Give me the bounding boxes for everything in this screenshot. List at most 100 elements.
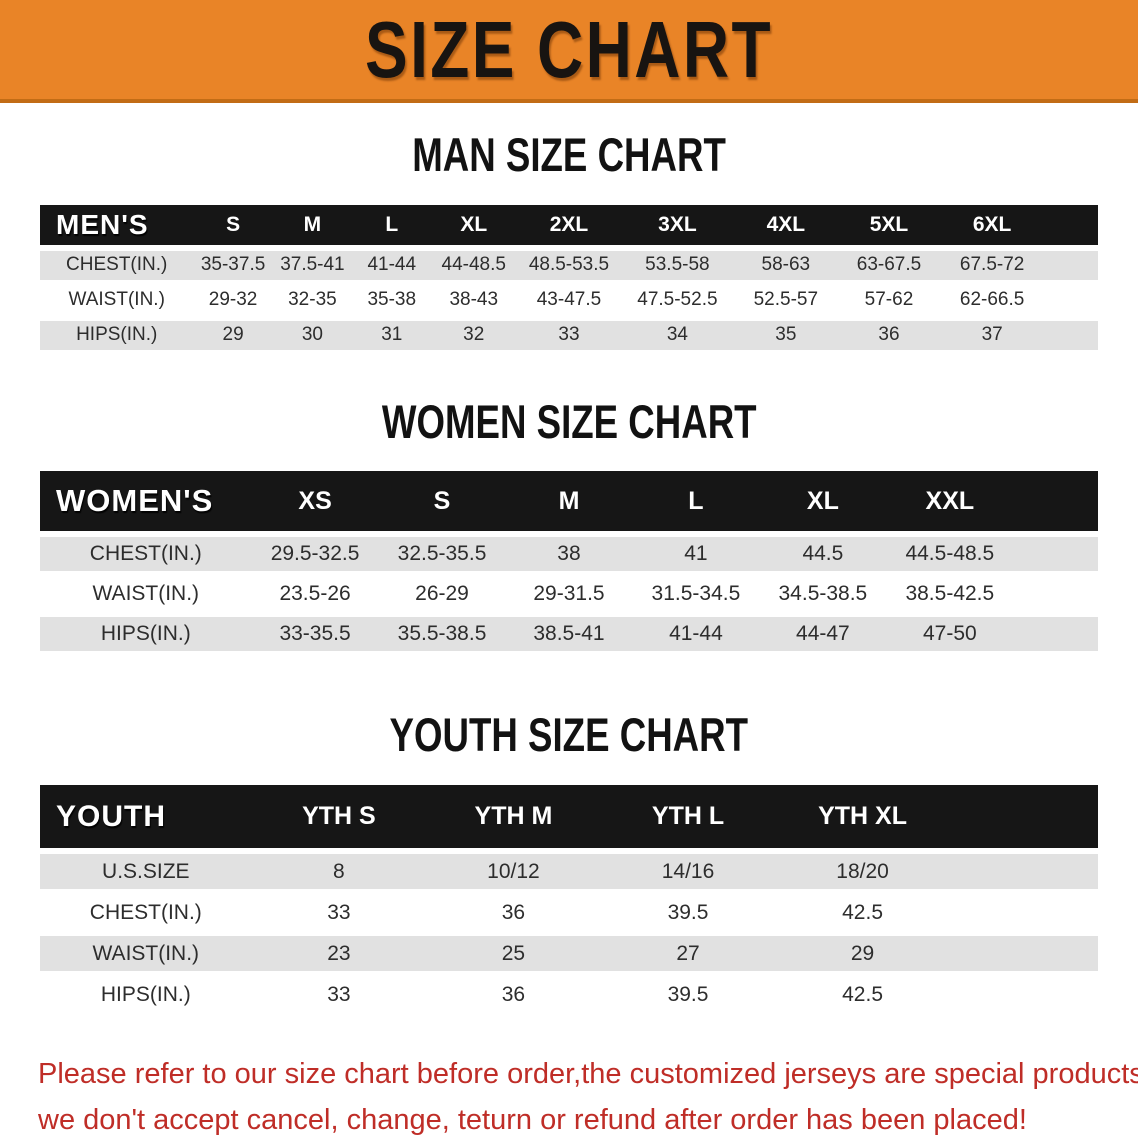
- table-title-cell: MEN'S: [40, 204, 194, 245]
- women-section-heading: WOMEN SIZE CHART: [0, 394, 1138, 448]
- size-cell: 23.5-26: [251, 577, 379, 612]
- size-cell: 14/16: [600, 854, 776, 890]
- column-header: 6XL: [939, 204, 1046, 245]
- row-label: CHEST(IN.): [40, 250, 194, 280]
- disclaimer-line-2: we don't accept cancel, change, teturn o…: [38, 1103, 1027, 1136]
- size-cell: 47-50: [886, 617, 1014, 652]
- section-youth: YOUTH SIZE CHART YOUTH YTH S YTH M YTH L YTH…: [0, 709, 1138, 1018]
- row-label: HIPS(IN.): [40, 320, 194, 350]
- table-header-row: MEN'S S M L XL 2XL 3XL 4XL 5XL 6XL: [40, 204, 1098, 245]
- size-cell: 34.5-38.5: [759, 577, 887, 612]
- size-cell: 38-43: [431, 285, 517, 315]
- disclaimer-line-1: Please refer to our size chart before or…: [38, 1058, 1138, 1091]
- table-row: HIPS(IN.) 33-35.5 35.5-38.5 38.5-41 41-44 44-…: [40, 617, 1098, 652]
- column-header: 2XL: [516, 204, 622, 245]
- size-cell: 42.5: [775, 977, 950, 1013]
- size-cell: 32-35: [272, 285, 353, 315]
- row-spacer-cell: [949, 977, 1098, 1013]
- column-header: M: [505, 471, 633, 532]
- table-header-row: WOMEN'S XS S M L XL XXL: [40, 471, 1098, 532]
- size-cell: 43-47.5: [516, 285, 622, 315]
- size-cell: 33: [251, 895, 427, 931]
- size-cell: 62-66.5: [939, 285, 1046, 315]
- size-cell: 38.5-42.5: [886, 577, 1014, 612]
- column-header: M: [272, 204, 353, 245]
- size-cell: 23: [251, 936, 427, 972]
- disclaimer: Please refer to our size chart before or…: [38, 1052, 1138, 1144]
- youth-size-table: YOUTH YTH S YTH M YTH L YTH XL U.S.SIZE 8 10/12…: [40, 779, 1098, 1018]
- column-header: S: [378, 471, 506, 532]
- size-cell: 29-32: [193, 285, 273, 315]
- size-cell: 33: [251, 977, 427, 1013]
- size-cell: 29: [775, 936, 950, 972]
- size-cell: 29.5-32.5: [251, 537, 379, 572]
- column-header: XL: [431, 204, 517, 245]
- size-cell: 35: [732, 320, 839, 350]
- row-label: HIPS(IN.): [40, 977, 252, 1013]
- header-spacer-cell: [1013, 471, 1098, 532]
- row-label: U.S.SIZE: [40, 854, 252, 890]
- column-header: 3XL: [621, 204, 733, 245]
- size-cell: 39.5: [600, 895, 776, 931]
- size-cell: 8: [251, 854, 427, 890]
- women-section-heading-text: WOMEN SIZE CHART: [381, 394, 757, 448]
- row-spacer-cell: [1013, 537, 1098, 572]
- column-header: 4XL: [732, 204, 839, 245]
- size-cell: 57-62: [838, 285, 940, 315]
- table-row: HIPS(IN.) 29 30 31 32 33 34 35 36 37: [40, 320, 1098, 350]
- size-cell: 36: [426, 977, 601, 1013]
- table-title-cell: WOMEN'S: [40, 471, 252, 532]
- size-cell: 35-38: [352, 285, 432, 315]
- column-header: XL: [759, 471, 887, 532]
- table-row: CHEST(IN.) 33 36 39.5 42.5: [40, 895, 1098, 931]
- size-cell: 37: [939, 320, 1046, 350]
- row-spacer-cell: [949, 895, 1098, 931]
- men-section-heading-text: MAN SIZE CHART: [412, 128, 726, 181]
- table-row: WAIST(IN.) 23 25 27 29: [40, 936, 1098, 972]
- header-spacer-cell: [949, 785, 1098, 849]
- size-cell: 33: [516, 320, 622, 350]
- size-cell: 34: [621, 320, 733, 350]
- banner-title: SIZE CHART: [365, 4, 773, 94]
- size-cell: 58-63: [732, 250, 839, 280]
- size-cell: 36: [838, 320, 940, 350]
- size-cell: 44.5: [759, 537, 887, 572]
- size-cell: 52.5-57: [732, 285, 839, 315]
- row-spacer-cell: [1013, 617, 1098, 652]
- size-cell: 41: [632, 537, 760, 572]
- column-header: L: [352, 204, 432, 245]
- table-row: CHEST(IN.) 35-37.5 37.5-41 41-44 44-48.5 48.5…: [40, 250, 1098, 280]
- size-cell: 53.5-58: [621, 250, 733, 280]
- section-men: MAN SIZE CHART MEN'S S M L XL 2XL 3XL 4XL 5XL 6XL…: [0, 129, 1138, 356]
- row-spacer-cell: [1045, 320, 1098, 350]
- table-row: WAIST(IN.) 23.5-26 26-29 29-31.5 31.5-34.5 34…: [40, 577, 1098, 612]
- size-cell: 32.5-35.5: [378, 537, 506, 572]
- column-header: XXL: [886, 471, 1014, 532]
- row-spacer-cell: [949, 936, 1098, 972]
- size-cell: 33-35.5: [251, 617, 379, 652]
- size-cell: 41-44: [632, 617, 760, 652]
- size-cell: 10/12: [426, 854, 601, 890]
- column-header: 5XL: [838, 204, 940, 245]
- size-cell: 26-29: [378, 577, 506, 612]
- size-cell: 31: [352, 320, 432, 350]
- women-size-table: WOMEN'S XS S M L XL XXL CHEST(IN.) 29.5-32.5 32.5…: [40, 465, 1098, 657]
- section-women: WOMEN SIZE CHART WOMEN'S XS S M L XL XXL CHEST(…: [0, 394, 1138, 658]
- size-cell: 29-31.5: [505, 577, 633, 612]
- column-header: YTH S: [251, 785, 427, 849]
- row-label: WAIST(IN.): [40, 577, 252, 612]
- size-cell: 67.5-72: [939, 250, 1046, 280]
- header-spacer-cell: [1045, 204, 1098, 245]
- size-cell: 42.5: [775, 895, 950, 931]
- men-section-heading: MAN SIZE CHART: [0, 129, 1138, 181]
- column-header: XS: [251, 471, 379, 532]
- size-cell: 31.5-34.5: [632, 577, 760, 612]
- youth-section-heading: YOUTH SIZE CHART: [0, 709, 1138, 761]
- size-cell: 35.5-38.5: [378, 617, 506, 652]
- size-cell: 63-67.5: [838, 250, 940, 280]
- size-cell: 32: [431, 320, 517, 350]
- row-label: WAIST(IN.): [40, 936, 252, 972]
- row-label: WAIST(IN.): [40, 285, 194, 315]
- table-title-cell: YOUTH: [40, 785, 252, 849]
- table-header-row: YOUTH YTH S YTH M YTH L YTH XL: [40, 785, 1098, 849]
